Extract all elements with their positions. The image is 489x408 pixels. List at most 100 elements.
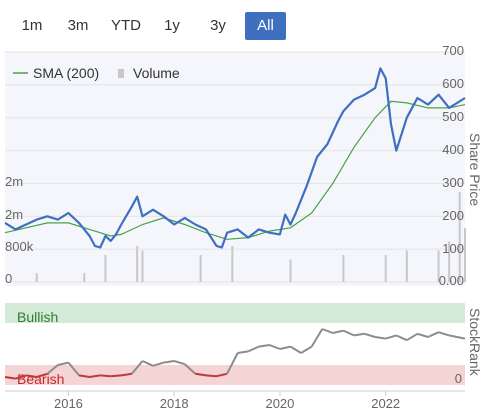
x-tick-label: 2022 <box>371 396 400 408</box>
range-selector: 1m 3m YTD 1y 3y All <box>0 0 489 40</box>
stockrank-segment <box>385 334 397 340</box>
stockrank-line <box>4 328 466 380</box>
volume-bar <box>464 228 466 282</box>
volume-bar <box>199 255 202 282</box>
x-tick-label: 2016 <box>54 396 83 408</box>
volume-bar <box>136 246 139 282</box>
price-tick-label: 600 <box>442 76 464 91</box>
stockrank-segment <box>131 360 144 375</box>
volume-legend-swatch <box>118 69 124 78</box>
bearish-label: Bearish <box>17 371 64 387</box>
stockrank-segment <box>36 372 48 378</box>
stockrank-segment <box>342 329 355 337</box>
stockrank-segment <box>353 332 365 337</box>
volume-bar <box>458 192 461 282</box>
stockrank-segment <box>195 372 207 377</box>
share-price-line <box>4 67 466 249</box>
price-tick-label: 0.00 <box>439 273 464 288</box>
volume-bar <box>289 259 292 282</box>
price-tick-label: 300 <box>442 175 464 190</box>
price-tick-label: 400 <box>442 142 464 157</box>
stockrank-segment <box>374 336 386 340</box>
stockrank-segment <box>395 334 408 342</box>
stockrank-segment <box>300 345 313 354</box>
stockrank-segment <box>25 374 37 378</box>
volume-bar <box>231 246 234 282</box>
stockrank-segment <box>427 331 439 338</box>
stockrank-segment <box>110 374 122 378</box>
stockrank-segment <box>78 374 90 378</box>
range-3y-button[interactable]: 3y <box>210 17 226 34</box>
volume-bar <box>342 255 345 282</box>
stockrank-segment <box>152 361 164 367</box>
stockrank-segment <box>321 328 334 334</box>
volume-bar <box>104 255 107 282</box>
stockrank-tick-label: 0 <box>455 371 462 386</box>
stockrank-segment <box>448 334 466 340</box>
stockrank-segment <box>332 329 344 334</box>
x-tick-label: 2018 <box>160 396 189 408</box>
stockrank-segment <box>258 344 270 348</box>
volume-bars <box>35 192 466 282</box>
stockrank-axis-title: StockRank <box>467 308 483 377</box>
range-ytd-button[interactable]: YTD <box>111 17 141 34</box>
range-3m-button[interactable]: 3m <box>67 17 89 34</box>
volume-tick-label: 800k <box>5 239 34 254</box>
stockrank-segment <box>438 331 450 337</box>
sma-200-line <box>4 100 466 240</box>
range-1m-button[interactable]: 1m <box>21 17 43 34</box>
stockrank-segment <box>100 374 111 378</box>
stockrank-segment <box>289 345 302 354</box>
bearish-band <box>5 365 465 385</box>
price-tick-label: 200 <box>442 208 464 223</box>
stockrank-segment <box>279 345 291 350</box>
stockrank-segment <box>67 361 80 377</box>
volume-bar <box>405 250 408 282</box>
share-price-axis-title: Share Price <box>467 133 483 206</box>
volume-tick-label: 2m <box>5 174 23 189</box>
price-plot-area <box>5 52 465 286</box>
volume-bar <box>83 273 86 282</box>
stockrank-segment <box>226 352 239 375</box>
price-tick-label: 500 <box>442 109 464 124</box>
stockrank-segment <box>163 360 175 364</box>
volume-bar <box>141 250 144 282</box>
range-all-button[interactable]: All <box>245 12 286 40</box>
stockrank-segment <box>216 372 228 378</box>
x-tick-label: 2020 <box>265 396 294 408</box>
stockrank-segment <box>57 361 69 366</box>
range-1y-button[interactable]: 1y <box>164 17 180 34</box>
stockrank-segment <box>310 328 324 348</box>
stockrank-segment <box>121 372 133 377</box>
stockrank-segment <box>46 364 59 375</box>
stockrank-segment <box>237 350 249 354</box>
volume-bar <box>448 241 451 282</box>
volume-tick-label: 0 <box>5 271 12 286</box>
stockrank-segment <box>205 374 217 378</box>
chart-legend: SMA (200) Volume <box>13 65 180 81</box>
stockrank-segment <box>15 374 27 380</box>
price-gridlines <box>5 51 465 283</box>
stockrank-segment <box>142 360 154 367</box>
volume-bar <box>35 273 38 282</box>
stockrank-segment <box>4 376 16 380</box>
volume-tick-label: 2m <box>5 207 23 222</box>
bullish-label: Bullish <box>17 309 58 325</box>
stockrank-segment <box>173 360 186 366</box>
volume-legend-label: Volume <box>133 65 180 81</box>
stockrank-segment <box>417 332 429 338</box>
stockrank-segment <box>364 332 376 338</box>
x-axis-ticks: 2016 2018 2020 2022 <box>54 391 400 408</box>
stockrank-segment <box>406 332 418 342</box>
stockrank-segment <box>247 345 260 353</box>
volume-bar <box>384 255 387 282</box>
bullish-band <box>5 303 465 323</box>
stockrank-segment <box>269 344 281 350</box>
stockrank-segment <box>89 374 101 378</box>
stockrank-segment <box>184 363 197 375</box>
volume-bar <box>437 250 440 282</box>
sma-legend-label: SMA (200) <box>33 65 99 81</box>
price-tick-label: 700 <box>442 43 464 58</box>
price-tick-label: 100 <box>442 241 464 256</box>
